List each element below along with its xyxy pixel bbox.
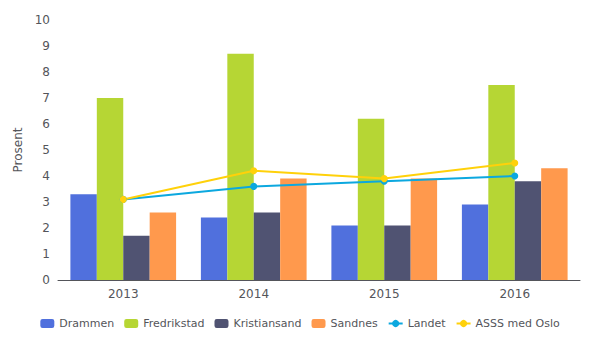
svg-text:Prosent: Prosent	[11, 127, 25, 172]
svg-text:Landet: Landet	[408, 317, 447, 330]
svg-text:6: 6	[42, 117, 50, 131]
svg-text:1: 1	[42, 247, 50, 261]
svg-text:0: 0	[42, 273, 50, 287]
svg-text:5: 5	[42, 143, 50, 157]
svg-text:3: 3	[42, 195, 50, 209]
svg-text:7: 7	[42, 91, 50, 105]
svg-text:Fredrikstad: Fredrikstad	[143, 317, 204, 330]
svg-text:10: 10	[35, 13, 50, 27]
svg-text:2013: 2013	[108, 287, 139, 301]
svg-text:ASSS med Oslo: ASSS med Oslo	[476, 317, 560, 330]
svg-text:2016: 2016	[499, 287, 530, 301]
svg-text:2: 2	[42, 221, 50, 235]
svg-text:2014: 2014	[238, 287, 269, 301]
svg-text:Sandnes: Sandnes	[331, 317, 378, 330]
svg-text:8: 8	[42, 65, 50, 79]
svg-text:4: 4	[42, 169, 50, 183]
svg-text:2015: 2015	[369, 287, 400, 301]
svg-text:Drammen: Drammen	[59, 317, 114, 330]
svg-text:9: 9	[42, 39, 50, 53]
svg-text:Kristiansand: Kristiansand	[233, 317, 301, 330]
